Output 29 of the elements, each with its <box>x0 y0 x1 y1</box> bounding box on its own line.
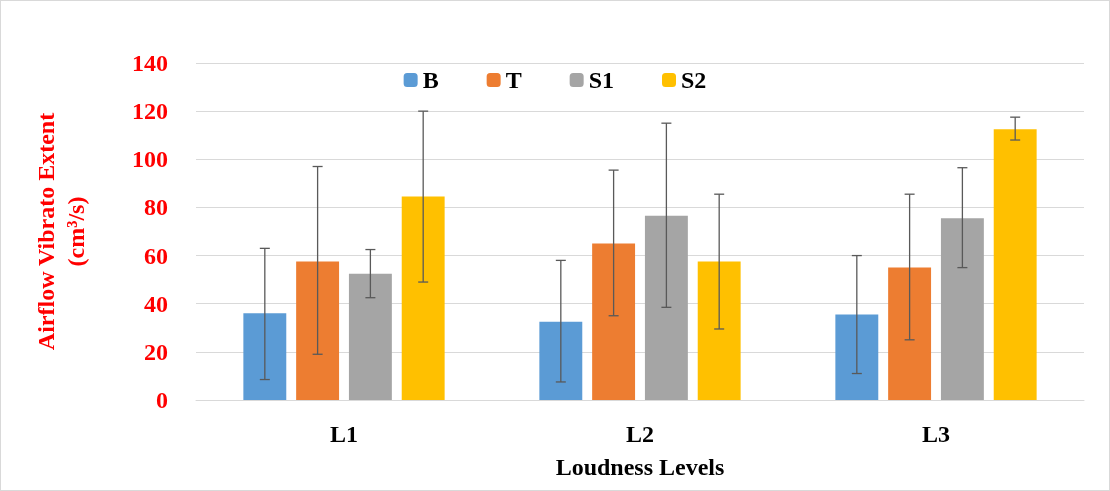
y-tick-label: 0 <box>156 387 168 413</box>
y-tick-label: 20 <box>144 338 168 365</box>
bar <box>592 243 636 400</box>
y-tick-label: 60 <box>144 242 168 269</box>
bar <box>697 261 741 400</box>
y-tick-label: 100 <box>132 146 168 173</box>
x-tick-label: L1 <box>329 421 359 447</box>
bar <box>243 313 287 400</box>
x-tick-label: L2 <box>625 421 655 447</box>
bar <box>993 129 1037 400</box>
bar <box>644 215 688 400</box>
bar <box>888 267 932 400</box>
bar <box>835 314 879 400</box>
legend-label: T <box>505 67 522 93</box>
y-tick-label: 80 <box>144 194 168 221</box>
bar <box>348 273 392 400</box>
bar <box>940 218 984 400</box>
legend-label: B <box>422 67 439 93</box>
legend-label: S1 <box>588 67 615 93</box>
legend-label: S2 <box>681 67 707 93</box>
y-tick-label: 120 <box>132 98 168 125</box>
y-tick-label: 40 <box>144 290 168 317</box>
bar <box>539 321 583 400</box>
y-axis-title: Airflow Vibrato Extent (cm³/s) <box>33 112 89 351</box>
bar <box>296 261 340 400</box>
x-axis-title: Loudness Levels <box>555 454 725 480</box>
x-tick-label: L3 <box>921 421 951 447</box>
bar <box>401 196 445 400</box>
y-tick-label: 140 <box>132 50 168 76</box>
